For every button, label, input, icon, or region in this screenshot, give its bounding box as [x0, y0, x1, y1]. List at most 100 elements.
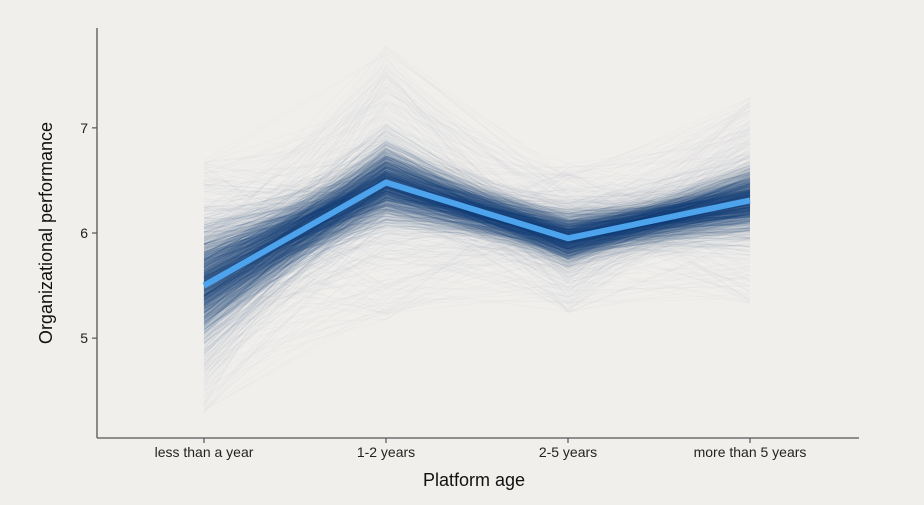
- posterior-draw: [203, 125, 751, 263]
- posterior-draw: [203, 166, 751, 339]
- posterior-draw: [203, 181, 751, 228]
- posterior-draw-core: [203, 176, 751, 248]
- posterior-draw-faint: [203, 103, 751, 403]
- posterior-draw: [203, 174, 751, 283]
- posterior-draw-core: [203, 187, 751, 242]
- posterior-draw: [203, 139, 751, 291]
- posterior-draw-faint: [203, 161, 751, 248]
- posterior-draw: [203, 190, 751, 323]
- posterior-draw-core: [203, 196, 751, 287]
- posterior-draw: [203, 170, 751, 318]
- posterior-draw-faint: [203, 161, 751, 266]
- posterior-draw-core: [203, 208, 751, 246]
- posterior-draw-core: [203, 203, 751, 276]
- posterior-draw: [203, 173, 751, 354]
- posterior-draw-faint: [203, 155, 751, 279]
- posterior-draw: [203, 157, 751, 233]
- posterior-draw-faint: [203, 220, 751, 257]
- posterior-draw: [203, 177, 751, 241]
- posterior-draw-faint: [203, 78, 751, 303]
- posterior-draw: [203, 162, 751, 280]
- posterior-draw: [203, 199, 751, 304]
- posterior-draw: [203, 146, 751, 361]
- posterior-draw-faint: [203, 89, 751, 219]
- posterior-draw: [203, 178, 751, 290]
- posterior-draw-faint: [203, 179, 751, 300]
- posterior-draw-faint: [203, 144, 751, 208]
- posterior-draw-faint: [203, 171, 751, 262]
- posterior-draw: [203, 141, 751, 266]
- posterior-draw-faint: [203, 116, 751, 271]
- posterior-draw-faint: [203, 164, 751, 299]
- posterior-draw-faint: [203, 125, 751, 366]
- posterior-draw: [203, 184, 751, 256]
- posterior-draw-faint: [203, 145, 751, 298]
- posterior-draw: [203, 190, 751, 323]
- posterior-draw-faint: [203, 164, 751, 310]
- posterior-draw: [203, 186, 751, 316]
- posterior-draw: [203, 185, 751, 251]
- posterior-draw: [203, 169, 751, 313]
- posterior-draw-core: [203, 157, 751, 257]
- posterior-draw: [203, 154, 751, 261]
- posterior-draw-core: [203, 164, 751, 283]
- posterior-draw: [203, 158, 751, 372]
- posterior-draw-faint: [203, 186, 751, 402]
- posterior-draw-core: [203, 177, 751, 319]
- posterior-draw: [203, 184, 751, 270]
- posterior-draw: [203, 194, 751, 282]
- posterior-draw: [203, 208, 751, 311]
- x-axis-title: Platform age: [423, 470, 525, 490]
- posterior-draw: [203, 163, 751, 275]
- posterior-draw: [203, 196, 751, 286]
- posterior-draw: [203, 177, 751, 284]
- posterior-draw: [203, 148, 751, 248]
- posterior-draw: [203, 188, 751, 271]
- posterior-draw: [203, 152, 751, 286]
- posterior-draw: [203, 187, 751, 243]
- posterior-draw: [203, 211, 751, 281]
- posterior-draw: [203, 146, 751, 256]
- posterior-draw: [203, 155, 751, 247]
- posterior-draw: [203, 168, 751, 344]
- posterior-draw-faint: [203, 133, 751, 267]
- posterior-draw: [203, 162, 751, 262]
- posterior-draw-faint: [203, 221, 751, 326]
- posterior-draw: [203, 194, 751, 247]
- posterior-draw: [203, 152, 751, 240]
- posterior-draw: [203, 156, 751, 255]
- posterior-draw: [203, 177, 751, 345]
- posterior-draw: [203, 174, 751, 317]
- posterior-draw-faint: [203, 240, 751, 408]
- posterior-draw: [203, 178, 751, 268]
- posterior-draw-core: [203, 163, 751, 287]
- posterior-draw-faint: [203, 109, 751, 302]
- posterior-draw: [203, 161, 751, 251]
- posterior-draw-faint: [203, 217, 751, 290]
- posterior-draw: [203, 201, 751, 290]
- posterior-draw: [203, 153, 751, 301]
- posterior-draw-faint: [203, 227, 751, 348]
- posterior-draw-faint: [203, 146, 751, 366]
- posterior-draw-faint: [203, 181, 751, 334]
- posterior-draw: [203, 207, 751, 355]
- posterior-draw: [203, 144, 751, 282]
- posterior-draw-faint: [203, 131, 751, 286]
- posterior-draw: [203, 170, 751, 263]
- posterior-draw-faint: [203, 212, 751, 350]
- posterior-draw-faint: [203, 173, 751, 296]
- posterior-draw-faint: [203, 91, 751, 233]
- posterior-draw: [203, 217, 751, 335]
- posterior-draw-faint: [203, 141, 751, 288]
- posterior-draw-faint: [203, 118, 751, 235]
- posterior-draw-faint: [203, 131, 751, 276]
- posterior-draw: [203, 187, 751, 292]
- posterior-draw-faint: [203, 136, 751, 365]
- posterior-draw-core: [203, 177, 751, 299]
- posterior-draw: [203, 209, 751, 275]
- posterior-draw: [203, 195, 751, 299]
- posterior-draw-faint: [203, 148, 751, 271]
- posterior-draw: [203, 192, 751, 297]
- posterior-draw: [203, 168, 751, 282]
